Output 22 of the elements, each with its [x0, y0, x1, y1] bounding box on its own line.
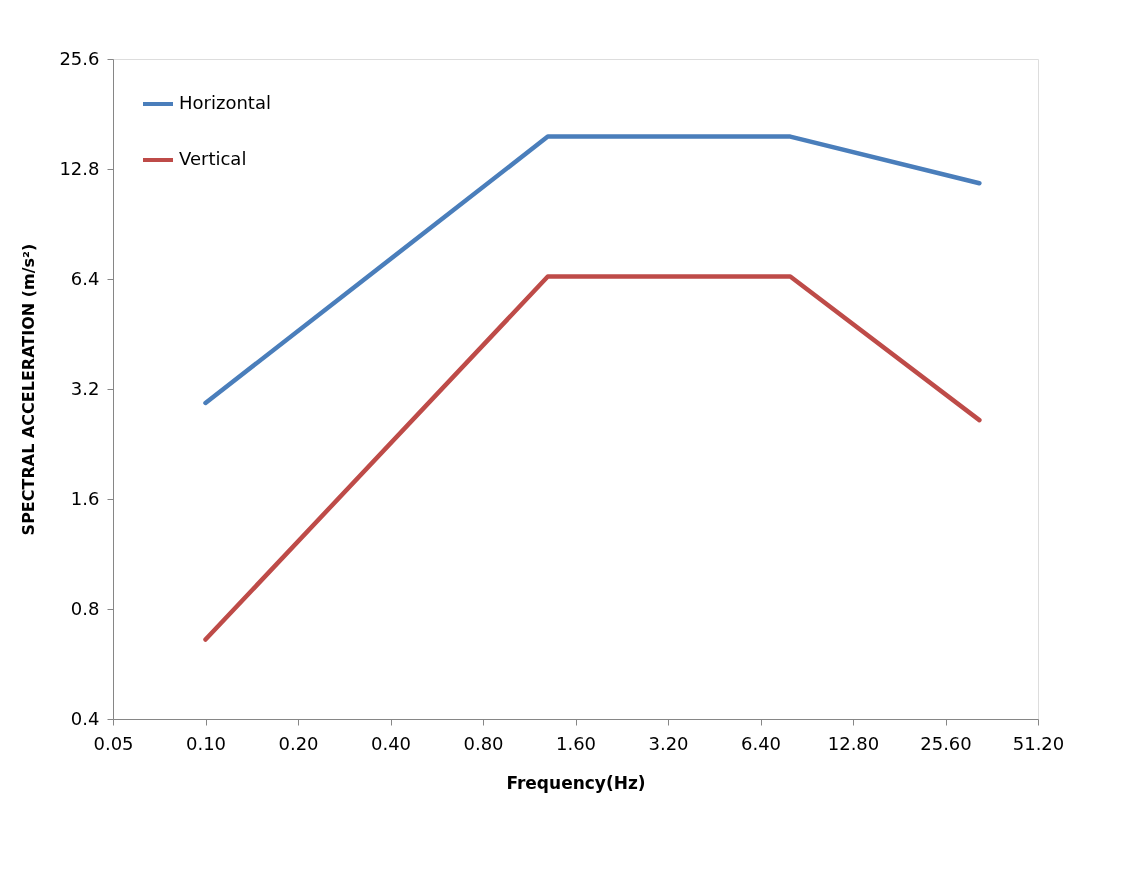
y-tick-label: 3.2	[70, 377, 100, 399]
x-tick-label: 51.20	[1012, 732, 1065, 754]
x-tick-label: 0.20	[278, 732, 319, 754]
y-tick-label: 25.6	[59, 47, 100, 69]
x-tick-label: 3.20	[648, 732, 689, 754]
legend-label: Vertical	[179, 148, 247, 169]
x-axis-title: Frequency(Hz)	[506, 772, 646, 793]
y-tick-label: 1.6	[70, 487, 100, 509]
y-tick-label: 12.8	[59, 157, 100, 179]
x-tick-label: 1.60	[555, 732, 597, 754]
y-tick-label: 0.4	[70, 707, 100, 729]
y-tick-label: 0.8	[70, 597, 100, 619]
x-tick-label: 0.10	[185, 732, 227, 754]
legend-label: Horizontal	[179, 92, 271, 113]
y-axis-title: SPECTRAL ACCELERATION (m/s²)	[19, 243, 39, 536]
x-tick-label: 25.60	[920, 732, 972, 754]
x-tick-label: 0.40	[370, 732, 412, 754]
x-tick-label: 0.80	[463, 732, 504, 754]
x-tick-label: 12.80	[827, 732, 880, 754]
x-tick-label: 0.05	[93, 732, 134, 754]
x-tick-label: 6.40	[740, 732, 782, 754]
y-tick-label: 6.4	[70, 267, 100, 289]
